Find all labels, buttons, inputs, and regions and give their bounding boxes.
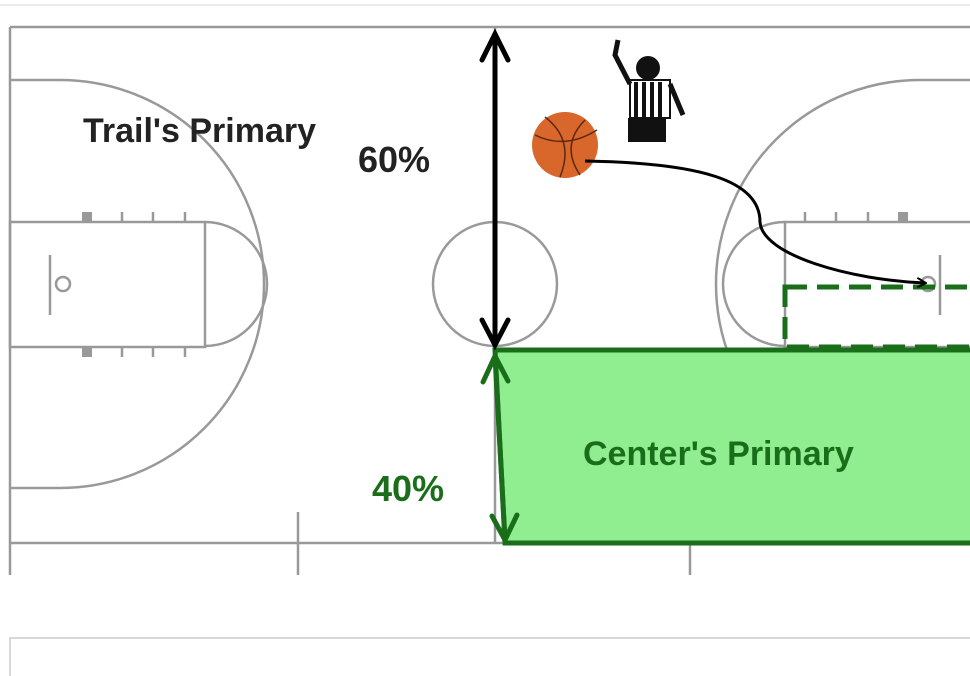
caption-box: [9, 637, 970, 676]
center-share: 40%: [372, 468, 444, 509]
referee: [612, 39, 686, 142]
green-arrow: [480, 350, 520, 546]
trail-label: Trail's Primary: [83, 112, 316, 150]
dashed-zone: [782, 284, 970, 350]
trail-share: 60%: [358, 139, 430, 180]
basketball: [532, 112, 598, 178]
pass-arrow: [584, 159, 925, 283]
center-label: Center's Primary: [583, 435, 854, 473]
black-arrow: [479, 28, 511, 351]
